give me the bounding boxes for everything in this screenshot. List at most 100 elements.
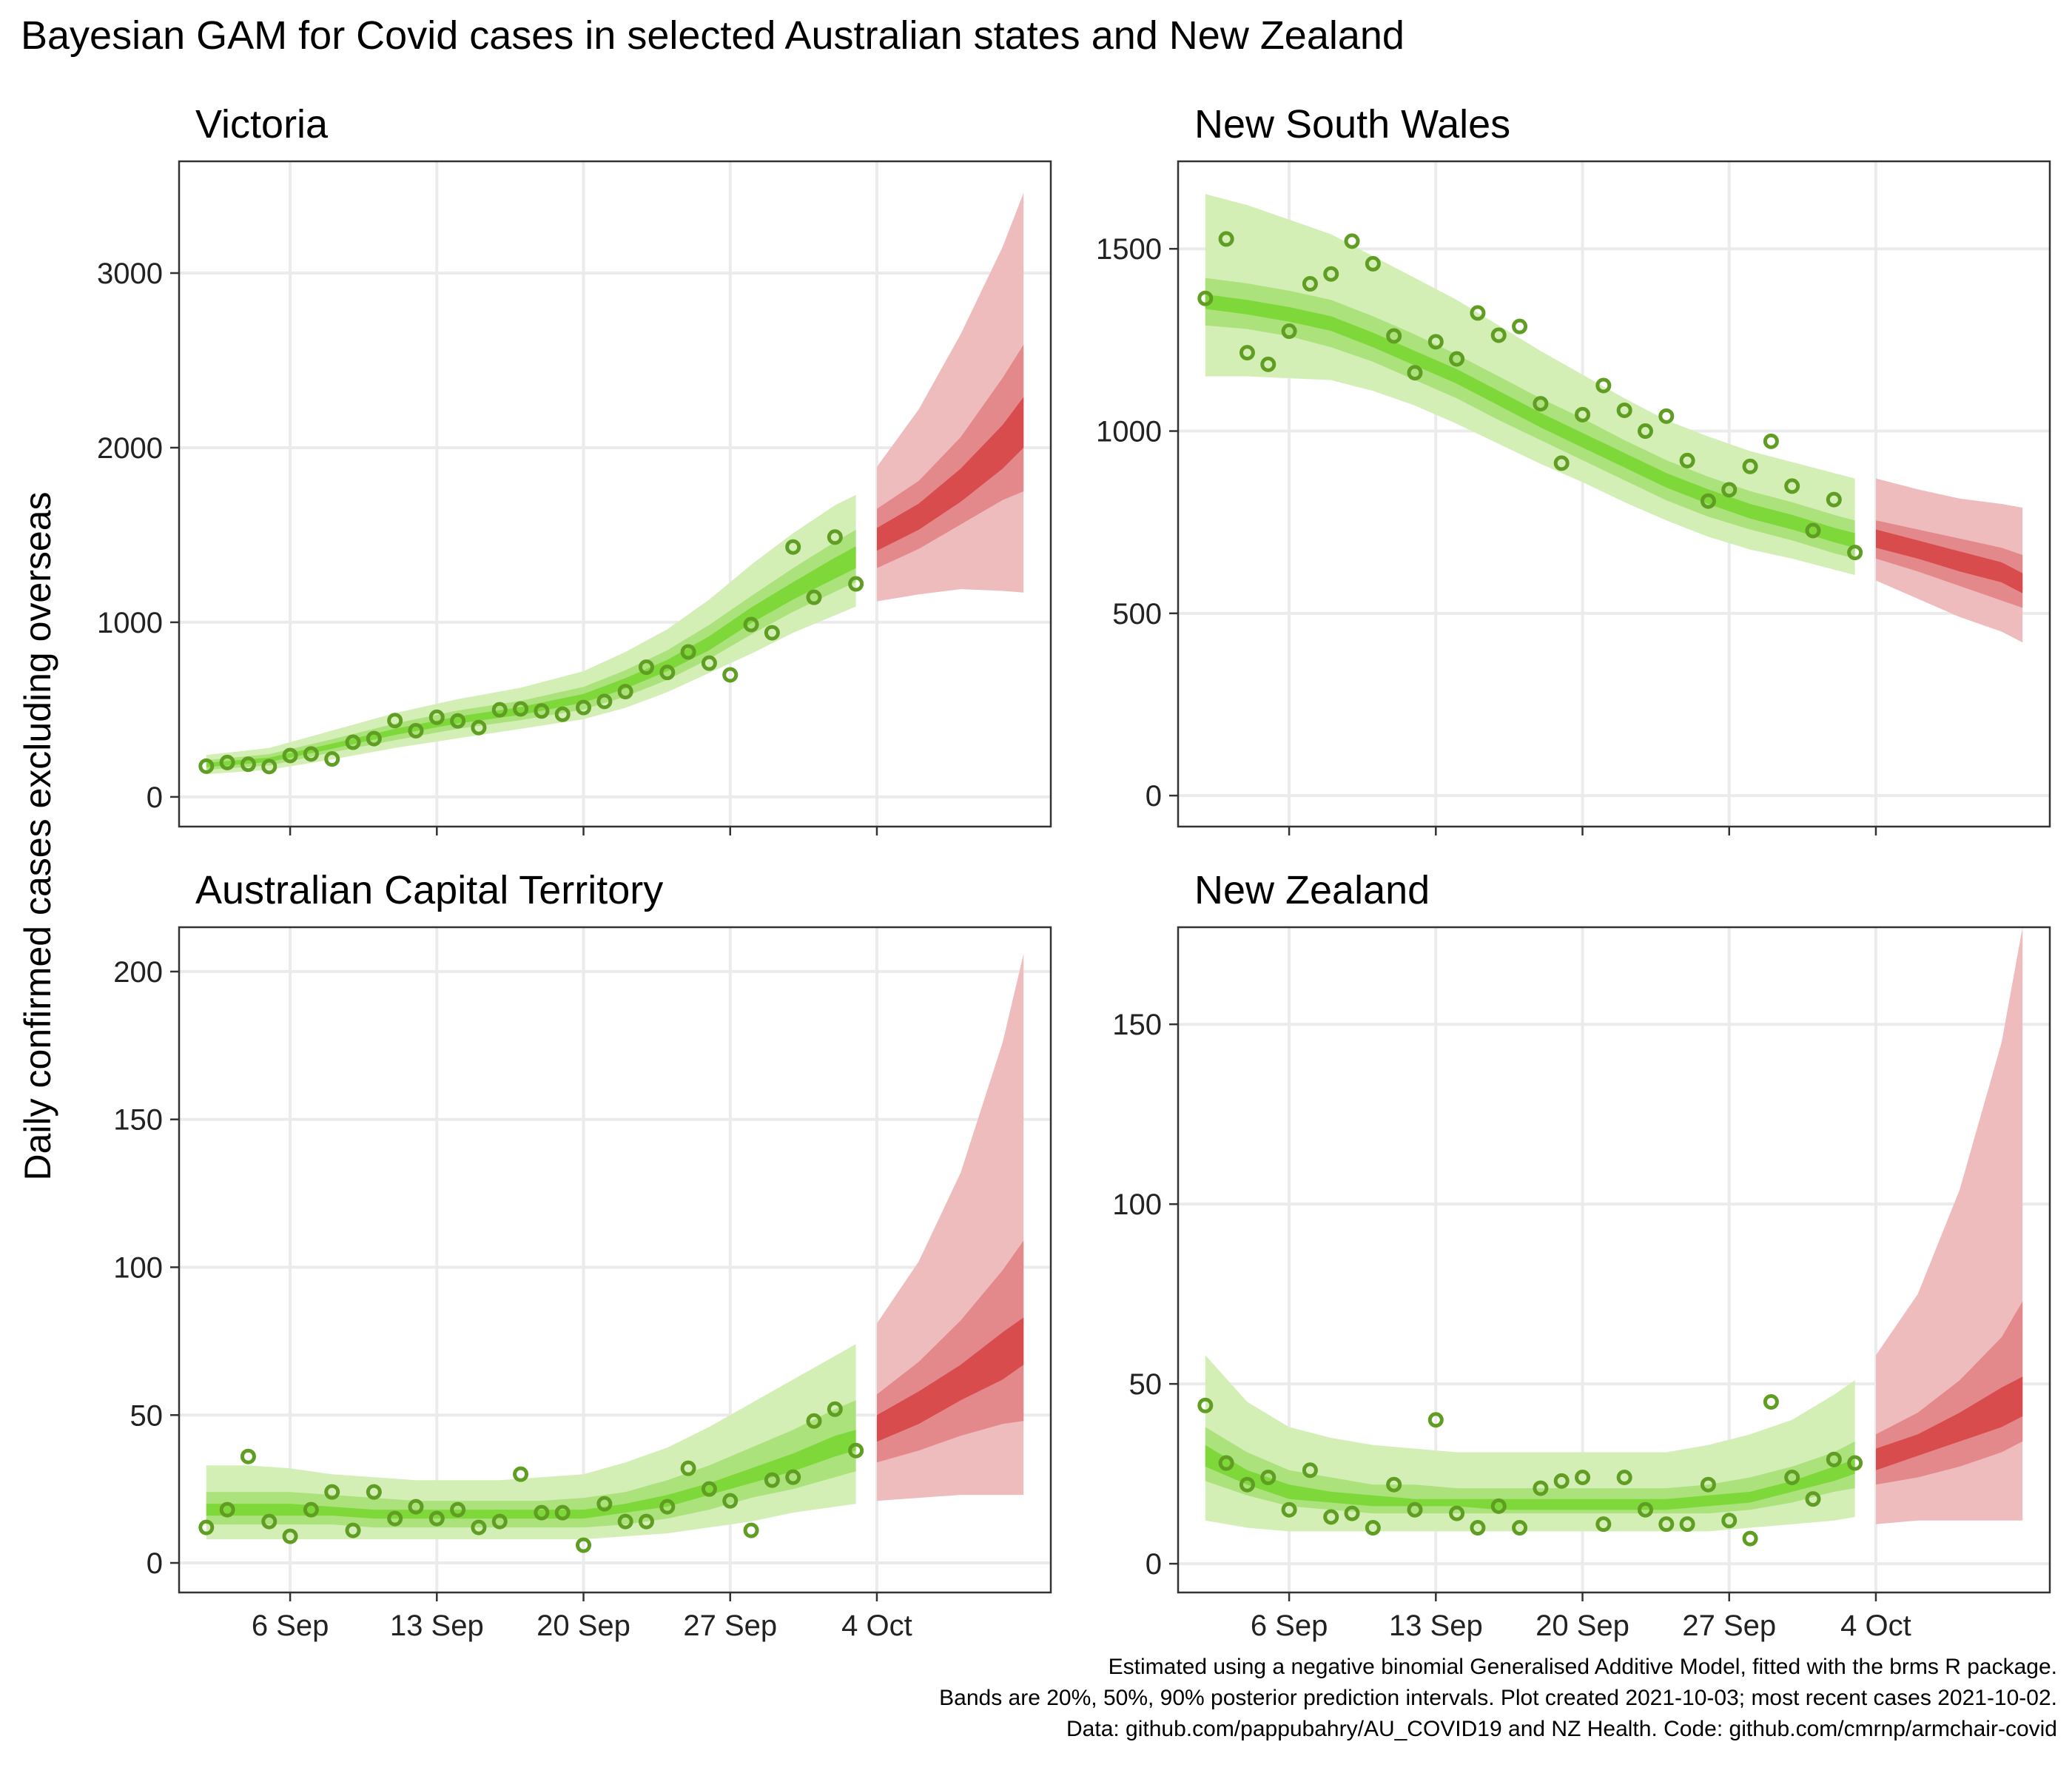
- observed-point: [596, 693, 613, 710]
- observed-point: [1533, 1480, 1549, 1496]
- fit-band-50: [1205, 1427, 1855, 1514]
- observed-point: [1302, 1462, 1318, 1479]
- observed-point: [617, 684, 633, 700]
- observed-point: [827, 529, 843, 545]
- observed-point: [1616, 1469, 1632, 1485]
- caption-line-2: Bands are 20%, 50%, 90% posterior predic…: [939, 1686, 2057, 1710]
- observed-point: [1449, 1505, 1465, 1521]
- x-tick-label: 13 Sep: [1389, 1610, 1483, 1642]
- panel-3: Australian Capital Territory 0 50 100 150 200…: [113, 868, 1052, 1642]
- x-tick-label: 4 Oct: [841, 1610, 912, 1642]
- y-tick-label: 1500: [1096, 233, 1162, 266]
- y-tick-label: 50: [1129, 1368, 1163, 1401]
- observed-point: [638, 1513, 654, 1530]
- panel-title: Victoria: [195, 102, 329, 147]
- observed-point: [1700, 493, 1716, 509]
- observed-point: [1742, 1530, 1758, 1547]
- observed-point: [1218, 1455, 1234, 1471]
- observed-point: [1533, 396, 1549, 412]
- observed-point: [1595, 377, 1612, 394]
- observed-point: [701, 1481, 717, 1497]
- observed-point: [261, 758, 278, 775]
- y-axis-title: Daily confirmed cases excluding overseas: [17, 492, 58, 1181]
- observed-point: [1449, 351, 1465, 367]
- observed-point: [408, 1498, 424, 1515]
- observed-point: [1847, 1455, 1863, 1471]
- observed-point: [806, 1413, 822, 1429]
- observed-point: [576, 1537, 592, 1553]
- observed-point: [1490, 327, 1507, 343]
- observed-point: [1365, 1520, 1381, 1536]
- observed-point: [1323, 1509, 1339, 1525]
- observed-point: [1784, 478, 1800, 494]
- observed-point: [345, 734, 361, 750]
- observed-point: [1344, 1505, 1360, 1521]
- observed-point: [1197, 290, 1214, 306]
- observed-point: [701, 655, 717, 671]
- panel-title: New Zealand: [1194, 868, 1430, 912]
- observed-point: [387, 1510, 403, 1527]
- panel-title: Australian Capital Territory: [195, 868, 663, 912]
- observed-point: [1575, 406, 1591, 423]
- observed-point: [513, 701, 529, 717]
- observed-point: [848, 1442, 864, 1459]
- observed-point: [764, 1472, 780, 1488]
- observed-point: [659, 665, 676, 681]
- observed-point: [1763, 433, 1779, 449]
- observed-point: [1512, 318, 1528, 334]
- observed-point: [1658, 1516, 1675, 1533]
- observed-point: [1490, 1498, 1507, 1514]
- forecast-band-20: [877, 1317, 1024, 1442]
- observed-point: [554, 1504, 571, 1521]
- caption: Estimated using a negative binomial Gene…: [939, 1655, 2057, 1741]
- observed-point: [1553, 455, 1570, 471]
- observed-point: [1679, 1516, 1695, 1533]
- observed-point: [1386, 328, 1402, 344]
- observed-point: [1365, 255, 1381, 272]
- observed-point: [471, 1519, 487, 1536]
- y-tick-label: 0: [147, 781, 163, 814]
- observed-point: [240, 1448, 256, 1464]
- caption-line-3: Data: github.com/pappubahry/AU_COVID19 a…: [1066, 1717, 2057, 1741]
- observed-point: [1239, 1476, 1255, 1493]
- observed-point: [680, 644, 696, 660]
- observed-point: [240, 756, 256, 773]
- y-tick-label: 150: [113, 1104, 163, 1137]
- panel-4: New Zealand 0 50 100 150 6 Sep 13 Sep 20 Sep 27 …: [1112, 868, 2051, 1642]
- observed-point: [1470, 305, 1486, 321]
- observed-point: [1197, 1397, 1214, 1413]
- forecast-band-20: [877, 397, 1024, 551]
- y-tick-label: 100: [113, 1251, 163, 1284]
- observed-point: [1386, 1476, 1402, 1493]
- fit-band-90: [206, 494, 856, 775]
- observed-point: [1427, 334, 1444, 350]
- observed-point: [827, 1401, 843, 1417]
- observed-point: [450, 713, 466, 729]
- observed-point: [617, 1513, 633, 1530]
- observed-point: [1239, 345, 1255, 361]
- panel-border: [1177, 160, 2051, 828]
- observed-point: [1302, 276, 1318, 292]
- observed-point: [324, 751, 340, 767]
- observed-point: [1784, 1469, 1800, 1485]
- observed-point: [1218, 231, 1234, 247]
- observed-point: [1637, 423, 1653, 440]
- observed-point: [638, 659, 654, 676]
- observed-point: [198, 758, 215, 774]
- observed-point: [282, 747, 298, 764]
- observed-point: [1323, 266, 1339, 282]
- observed-point: [1407, 1501, 1423, 1518]
- chart-title: Bayesian GAM for Covid cases in selected…: [21, 13, 1405, 58]
- observed-point: [1805, 522, 1821, 539]
- forecast-band-20: [1876, 529, 2023, 593]
- observed-point: [554, 706, 571, 722]
- observed-point: [722, 1493, 739, 1509]
- observed-point: [1721, 482, 1738, 498]
- forecast-band-20: [1876, 1376, 2023, 1470]
- observed-point: [1616, 402, 1632, 418]
- x-tick-label: 6 Sep: [1251, 1610, 1328, 1642]
- observed-point: [491, 1513, 508, 1530]
- panel-1: Victoria 0 1000 2000 3000: [97, 102, 1052, 835]
- observed-point: [1658, 408, 1675, 424]
